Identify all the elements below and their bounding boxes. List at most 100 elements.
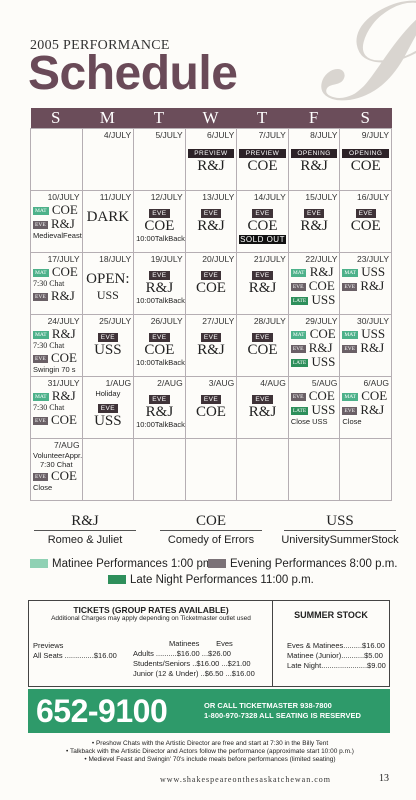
day-date: 5/AUG — [311, 378, 338, 388]
calendar-day: 4/AUG EVE R&J — [236, 376, 289, 439]
day-note: Close — [342, 417, 362, 426]
perf-slot: EVE — [136, 331, 183, 342]
day-date: 15/JULY — [305, 192, 338, 202]
perf-line: 7:30 Chat — [33, 403, 80, 413]
play-title: USS — [311, 292, 336, 307]
day-date: 31/JULY — [47, 378, 80, 388]
play-title: USS — [361, 264, 386, 279]
perf-slot: EVE — [239, 207, 286, 218]
header-subtitle: 2005 PERFORMANCE — [30, 38, 170, 53]
calendar-day: 28/JULY EVE COE — [236, 314, 289, 377]
perf-line: EVE R&J — [290, 341, 338, 355]
tickets-previews: Previews All Seats ..............$16.00 — [33, 641, 117, 660]
day-date: 4/JULY — [103, 130, 132, 140]
late-swatch — [108, 575, 126, 585]
play-title: USS — [311, 402, 336, 417]
perf-tag: EVE — [200, 209, 222, 218]
perf-slot: EVE — [85, 402, 132, 413]
legend-name: Romeo & Juliet — [47, 534, 123, 546]
day-date — [188, 440, 235, 451]
day-date: 6/AUG — [363, 378, 389, 388]
perf-line: LATE USS — [290, 355, 338, 369]
perf-chip: MAT — [290, 331, 307, 340]
perf-chip: MAT — [33, 331, 49, 340]
perf-tag: EVE — [97, 404, 118, 413]
tickets-header: TICKETS (GROUP RATES AVAILABLE) — [73, 605, 229, 615]
play-title: USS — [361, 326, 386, 341]
play-title: COE — [195, 404, 226, 420]
day-date: 21/JULY — [253, 254, 286, 264]
perf-chip: EVE — [290, 393, 306, 402]
phone-line-2: 1-800-970-7328 ALL SEATING IS RESERVED — [204, 711, 361, 720]
perf-tag: EVE — [303, 209, 325, 218]
perf-line: MAT COE — [33, 265, 80, 279]
perf-evening-label: Evening Performances 8:00 p.m. — [230, 558, 398, 570]
perf-chip: LATE — [290, 359, 309, 368]
play-title: COE — [247, 218, 278, 234]
perf-slot: EVE — [239, 269, 286, 280]
perf-chip: EVE — [342, 345, 358, 354]
perf-late: Late Night Performances 11:00 p.m. — [108, 574, 314, 586]
perf-line: MAT USS — [342, 327, 389, 341]
day-date: 5/JULY — [155, 130, 183, 140]
play-title: R&J — [360, 278, 385, 293]
perf-tag: EVE — [252, 395, 273, 404]
perf-tag: EVE — [355, 209, 376, 218]
chat-note: 7:30 Chat — [33, 279, 65, 288]
perf-tag: EVE — [97, 333, 118, 342]
calendar-day: 6/AUG MAT COE EVE R&J Close — [339, 376, 392, 439]
calendar-day: 11/JULY DARK — [81, 190, 135, 253]
day-date — [85, 440, 132, 451]
play-title: R&J — [197, 158, 225, 174]
calendar-day: 23/JULY MAT USS EVE R&J — [339, 252, 392, 315]
day-header: S — [339, 108, 392, 129]
play-title: R&J — [50, 216, 75, 231]
calendar-day: 19/JULY EVE R&J 10:00TalkBack — [133, 252, 186, 315]
day-date: 23/JULY — [357, 254, 389, 264]
day-date: 22/JULY — [305, 254, 338, 264]
divider — [284, 530, 396, 531]
day-note: 10:00TalkBack — [136, 420, 185, 429]
footer-url[interactable]: www.shakespeareonthesaskatchewan.com — [160, 775, 331, 784]
day-note: 7:30 Chat — [40, 460, 73, 469]
day-date: 28/JULY — [253, 316, 286, 326]
perf-line: MAT COE — [33, 203, 80, 217]
divider — [160, 530, 262, 531]
calendar-day: 8/JULY OPENING R&J — [287, 128, 341, 191]
perf-chip: MAT — [342, 269, 358, 278]
perf-line: MAT R&J — [290, 264, 338, 279]
legend-coe: COE Comedy of Errors — [156, 513, 266, 546]
perf-line: EVE COE — [33, 351, 80, 365]
play-title: COE — [50, 412, 77, 427]
phone-info: OR CALL TICKETMASTER 938-7800 1-800-970-7… — [204, 701, 361, 721]
tickets-prices: Adults ..........$16.00 ...$26.00 Studen… — [133, 649, 255, 678]
play-title: R&J — [248, 404, 277, 420]
calendar-day: 16/JULY EVE COE — [339, 190, 392, 253]
calendar-day: 30/JULY MAT USS EVE R&J — [339, 314, 392, 377]
perf-matinee: Matinee Performances 1:00 pm — [30, 558, 212, 570]
perf-slot: EVE — [136, 393, 183, 404]
calendar-day: 20/JULY EVE COE — [184, 252, 238, 315]
notes: • Preshow Chats with the Artistic Direct… — [40, 740, 380, 764]
perf-slot: EVE — [239, 393, 286, 404]
evening-swatch — [208, 559, 226, 569]
day-header: T — [236, 108, 289, 129]
day-note: VolunteerAppr. — [33, 451, 83, 460]
perf-line: EVE COE — [33, 413, 80, 427]
perf-line: MAT R&J — [33, 327, 80, 341]
day-date: 11/JULY — [99, 192, 132, 202]
play-title: R&J — [309, 264, 334, 279]
perf-tag: EVE — [200, 333, 222, 342]
calendar-week: 7/AUG VolunteerAppr. 7:30 Chat EVE COE Close — [30, 438, 392, 501]
tickets-subheader: Additional Charges may apply depending o… — [51, 615, 251, 622]
day-note: 10:00TalkBack — [136, 234, 185, 243]
calendar-week: 10/JULY MAT COE EVE R&J MedievalFeast 11/JUL… — [30, 190, 392, 253]
perf-chip: EVE — [33, 355, 48, 364]
page-number: 13 — [379, 773, 389, 784]
calendar-day: 1/AUG Holiday EVE USS — [81, 376, 135, 439]
day-header: W — [185, 108, 237, 129]
play-title: COE — [309, 326, 336, 341]
legend-abbr: R&J — [71, 513, 99, 529]
perf-chip: EVE — [33, 417, 48, 426]
